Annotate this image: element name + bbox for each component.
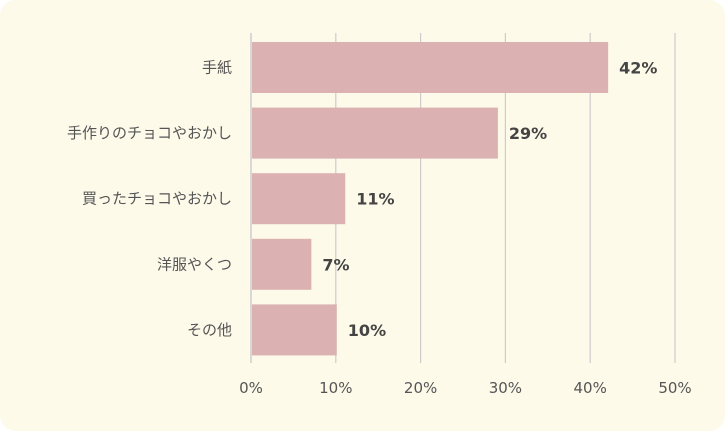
bars — [252, 42, 609, 356]
bar — [252, 238, 312, 290]
bar — [252, 107, 498, 159]
x-axis-tick-labels: 0% 10% 20% 30% 40% 50% — [239, 379, 692, 397]
x-tick-label: 30% — [489, 379, 522, 397]
value-label: 10% — [348, 321, 386, 340]
value-label: 11% — [356, 190, 394, 209]
category-label: 手紙 — [202, 59, 232, 77]
value-label: 42% — [619, 59, 657, 78]
x-tick-label: 20% — [404, 379, 437, 397]
x-tick-label: 10% — [319, 379, 352, 397]
bar — [252, 304, 337, 356]
value-label: 29% — [509, 124, 547, 143]
bar — [252, 173, 346, 225]
x-tick-label: 0% — [239, 379, 263, 397]
category-label: その他 — [187, 321, 232, 339]
value-labels: 42% 29% 11% 7% 10% — [322, 59, 657, 340]
x-tick-label: 40% — [574, 379, 607, 397]
x-tick-label: 50% — [658, 379, 691, 397]
bar — [252, 42, 609, 93]
category-label: 手作りのチョコやおかし — [67, 124, 232, 142]
category-label: 洋服やくつ — [157, 255, 232, 273]
value-label: 7% — [322, 255, 349, 274]
category-label: 買ったチョコやおかし — [82, 190, 232, 208]
